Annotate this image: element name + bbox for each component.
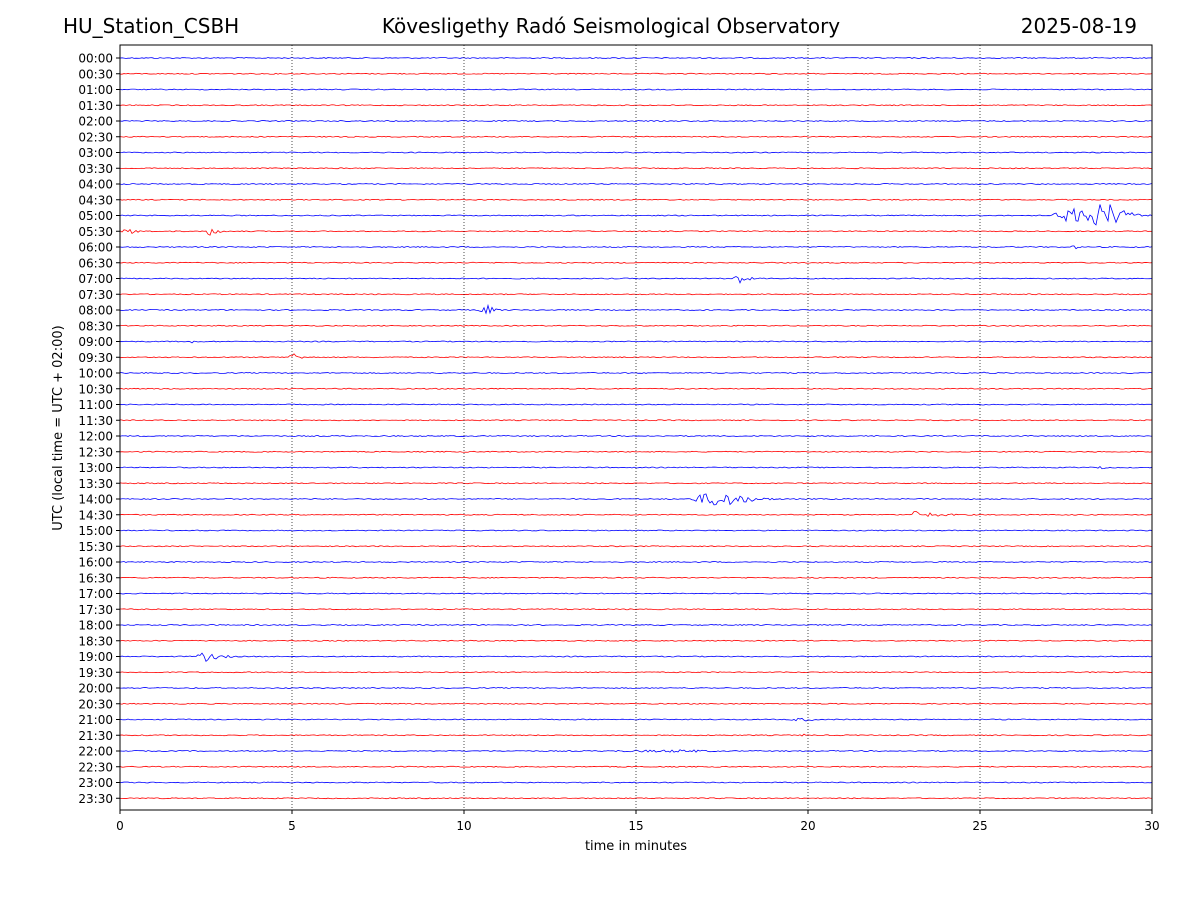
y-tick-label: 18:30	[78, 634, 113, 648]
y-tick-label: 20:00	[78, 682, 113, 696]
y-tick-label: 19:30	[78, 666, 113, 680]
trace-1030	[119, 387, 1153, 390]
y-tick-label: 15:00	[78, 524, 113, 538]
y-tick-label: 04:30	[78, 193, 113, 207]
y-tick-label: 03:00	[78, 146, 113, 160]
chart-date: 2025-08-19	[1020, 14, 1137, 38]
trace-2300	[119, 781, 1153, 784]
trace-0100	[119, 88, 1153, 91]
trace-1230	[119, 450, 1153, 453]
x-tick-label: 30	[1144, 819, 1159, 833]
trace-1430	[119, 510, 1153, 518]
trace-1830	[119, 639, 1153, 642]
y-tick-label: 01:30	[78, 99, 113, 113]
y-tick-label: 18:00	[78, 619, 113, 633]
y-tick-label: 09:00	[78, 335, 113, 349]
y-tick-label: 16:30	[78, 571, 113, 585]
y-tick-label: 14:30	[78, 508, 113, 522]
trace-0500	[119, 204, 1153, 226]
trace-0030	[119, 72, 1153, 75]
trace-0900	[119, 340, 1153, 344]
trace-0700	[119, 276, 1153, 284]
y-tick-label: 05:00	[78, 209, 113, 223]
x-tick-label: 25	[972, 819, 987, 833]
y-tick-label: 23:00	[78, 776, 113, 790]
trace-1100	[119, 403, 1153, 406]
y-tick-label: 08:00	[78, 304, 113, 318]
trace-2230	[119, 765, 1153, 768]
trace-2100	[119, 717, 1153, 722]
y-tick-label: 10:30	[78, 382, 113, 396]
y-tick-label: 16:00	[78, 556, 113, 570]
y-tick-label: 22:30	[78, 760, 113, 774]
y-tick-label: 12:00	[78, 430, 113, 444]
trace-1900	[119, 652, 1153, 663]
y-tick-label: 00:00	[78, 52, 113, 66]
y-tick-label: 07:00	[78, 272, 113, 286]
y-tick-label: 11:30	[78, 414, 113, 428]
y-tick-label: 14:00	[78, 493, 113, 507]
trace-0830	[119, 324, 1153, 327]
trace-0300	[119, 151, 1153, 154]
x-tick-label: 0	[116, 819, 124, 833]
y-tick-label: 17:00	[78, 587, 113, 601]
y-tick-label: 13:00	[78, 461, 113, 475]
grid-layer	[291, 45, 981, 810]
y-tick-label: 23:30	[78, 792, 113, 806]
x-axis: 0 5 10 15 20 25 30	[116, 810, 1160, 833]
y-tick-label: 07:30	[78, 288, 113, 302]
y-tick-label: 10:00	[78, 367, 113, 381]
trace-1300	[119, 465, 1153, 470]
y-tick-label: 13:30	[78, 477, 113, 491]
y-tick-label: 19:00	[78, 650, 113, 664]
x-axis-label: time in minutes	[585, 839, 687, 854]
y-tick-label: 08:30	[78, 319, 113, 333]
y-tick-label: 02:30	[78, 130, 113, 144]
trace-1330	[119, 482, 1153, 485]
y-tick-label: 00:30	[78, 67, 113, 81]
trace-1630	[119, 576, 1153, 579]
trace-2030	[119, 702, 1153, 705]
y-tick-label: 03:30	[78, 162, 113, 176]
y-axis-label: UTC (local time = UTC + 02:00)	[51, 325, 66, 530]
trace-0430	[119, 198, 1153, 201]
y-tick-label: 06:30	[78, 256, 113, 270]
x-tick-label: 15	[628, 819, 643, 833]
trace-0630	[119, 261, 1153, 264]
trace-1500	[119, 529, 1153, 532]
y-tick-label: 17:30	[78, 603, 113, 617]
x-tick-label: 20	[800, 819, 815, 833]
y-tick-label: 12:30	[78, 445, 113, 459]
y-tick-label: 22:00	[78, 745, 113, 759]
y-tick-label: 06:00	[78, 241, 113, 255]
y-tick-label: 21:00	[78, 713, 113, 727]
y-tick-label: 15:30	[78, 540, 113, 554]
y-tick-label: 02:00	[78, 115, 113, 129]
y-tick-label: 09:30	[78, 351, 113, 365]
x-tick-label: 10	[456, 819, 471, 833]
y-tick-label: 20:30	[78, 697, 113, 711]
station-name: HU_Station_CSBH	[63, 14, 240, 38]
x-tick-label: 5	[288, 819, 296, 833]
y-tick-label: 01:00	[78, 83, 113, 97]
y-tick-label: 04:00	[78, 178, 113, 192]
trace-0230	[119, 135, 1153, 138]
y-tick-label: 21:30	[78, 729, 113, 743]
trace-1700	[119, 592, 1153, 595]
y-tick-label: 11:00	[78, 398, 113, 412]
chart-title: Kövesligethy Radó Seismological Observat…	[381, 14, 841, 38]
y-tick-label: 05:30	[78, 225, 113, 239]
